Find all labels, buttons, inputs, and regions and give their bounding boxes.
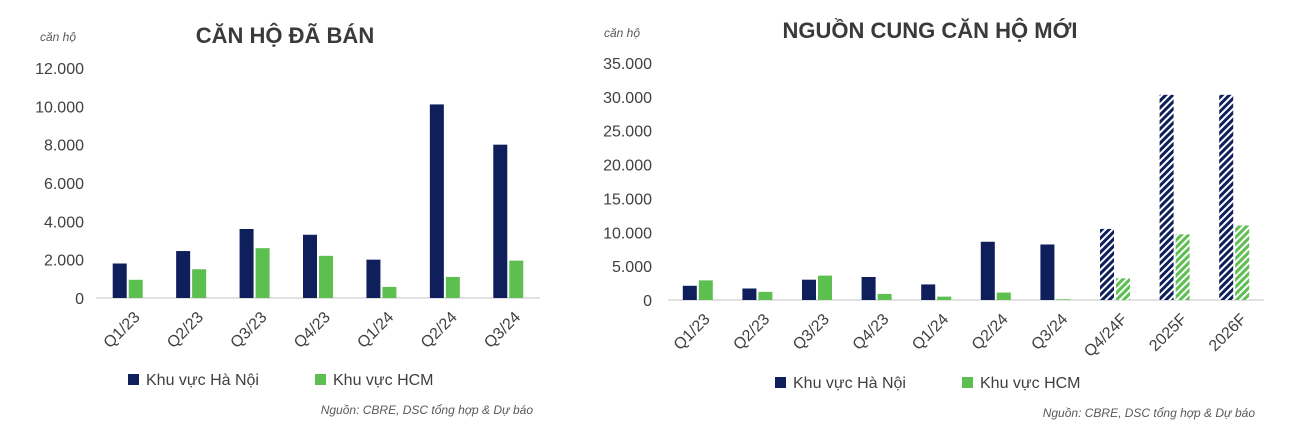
x-tick-label: Q4/23	[291, 309, 334, 352]
bar-hcm-2026f	[1235, 225, 1250, 300]
bar-hanoi-q2-23	[742, 288, 757, 300]
bar-hcm-q2-24	[445, 276, 460, 298]
x-tick-label: 2025F	[1146, 311, 1190, 355]
x-tick-label: Q4/24F	[1081, 311, 1131, 361]
y-tick-label: 30.000	[603, 90, 652, 107]
bar-hanoi-q1-23	[682, 285, 697, 300]
bar-hanoi-q3-24	[1040, 244, 1055, 300]
bar-hanoi-q2-24	[980, 241, 995, 300]
chart-sold-apartments: CĂN HỘ ĐÃ BÁN căn hộ 0 2.000 4.000 6.000 8.0…	[35, 23, 540, 417]
bar-hanoi-q3-23	[239, 229, 254, 298]
x-tick-label: Q2/23	[730, 311, 773, 354]
y-tick-label: 5.000	[612, 259, 652, 276]
y-tick-label: 0	[75, 291, 84, 308]
legend: Khu vực Hà Nội Khu vực HCM	[775, 375, 1081, 392]
bar-hcm-q2-23	[192, 269, 207, 298]
bar-hcm-2025f	[1175, 234, 1190, 300]
y-tick-label: 0	[643, 293, 652, 310]
y-unit-label: căn hộ	[604, 26, 640, 40]
x-tick-label: Q2/24	[969, 311, 1012, 354]
bar-hanoi-2025f	[1159, 94, 1174, 300]
y-unit-label: căn hộ	[40, 30, 76, 44]
bar-hcm-q1-23	[128, 279, 143, 298]
y-tick-label: 20.000	[603, 158, 652, 175]
x-tick-label: Q1/23	[101, 309, 144, 352]
x-tick-label: Q3/23	[228, 309, 271, 352]
bar-hcm-q3-23	[818, 275, 832, 300]
y-tick-label: 10.000	[35, 99, 84, 116]
y-tick-label: 2.000	[44, 253, 84, 270]
bar-hanoi-q4-23	[303, 234, 317, 298]
y-tick-label: 4.000	[44, 214, 84, 231]
y-tick-label: 25.000	[603, 124, 652, 141]
x-tick-label: Q1/24	[909, 311, 952, 354]
bar-hanoi-q2-24	[429, 104, 444, 299]
bar-hcm-q1-23	[698, 280, 713, 300]
chart-title: CĂN HỘ ĐÃ BÁN	[196, 23, 374, 48]
bar-hcm-q1-24	[937, 296, 952, 300]
y-tick-label: 6.000	[44, 176, 84, 193]
source-note: Nguồn: CBRE, DSC tổng hợp & Dự báo	[1043, 406, 1256, 420]
x-tick-label: Q4/23	[850, 311, 893, 354]
bar-hanoi-q3-24	[493, 144, 508, 298]
bar-hcm-q3-24	[509, 260, 524, 298]
y-tick-label: 35.000	[603, 56, 652, 73]
bar-hcm-q4-23	[877, 293, 892, 300]
x-tick-label: Q1/23	[671, 311, 714, 354]
bar-hcm-q2-23	[758, 291, 773, 300]
legend-label-hcm: Khu vực HCM	[980, 375, 1081, 392]
bar-hanoi-q1-23	[112, 263, 127, 298]
bar-hanoi-q4-24f	[1100, 228, 1114, 300]
x-tick-label: Q2/24	[418, 309, 461, 352]
bar-hcm-q3-24	[1056, 299, 1071, 300]
y-tick-label: 12.000	[35, 61, 84, 78]
y-tick-label: 15.000	[603, 191, 652, 208]
legend-swatch-hcm	[962, 377, 973, 388]
x-tick-label: Q2/23	[164, 309, 207, 352]
legend-label-hcm: Khu vực HCM	[333, 372, 434, 389]
legend-swatch-hanoi	[128, 374, 139, 385]
bar-hanoi-q1-24	[921, 284, 936, 300]
bar-hanoi-q3-23	[802, 279, 816, 300]
bar-hcm-q1-24	[382, 286, 397, 298]
bar-hcm-q2-24	[996, 292, 1011, 300]
bar-hanoi-q1-24	[366, 259, 381, 298]
bar-hcm-q3-23	[255, 248, 270, 298]
bar-hcm-q4-23	[319, 255, 333, 298]
x-tick-label: Q1/24	[354, 309, 397, 352]
chart-title: NGUỒN CUNG CĂN HỘ MỚI	[783, 18, 1078, 43]
bar-hcm-q4-24f	[1116, 278, 1130, 300]
x-tick-label: Q3/23	[790, 311, 833, 354]
x-tick-label: 2026F	[1206, 311, 1250, 355]
legend-label-hanoi: Khu vực Hà Nội	[146, 372, 259, 389]
y-tick-label: 10.000	[603, 225, 652, 242]
y-tick-label: 8.000	[44, 138, 84, 155]
x-tick-label: Q3/24	[481, 309, 524, 352]
legend-swatch-hanoi	[775, 377, 786, 388]
chart-new-supply: NGUỒN CUNG CĂN HỘ MỚI căn hộ 0 5.000 10.00…	[603, 18, 1264, 420]
legend-label-hanoi: Khu vực Hà Nội	[793, 375, 906, 392]
bar-hanoi-q4-23	[861, 276, 876, 300]
source-note: Nguồn: CBRE, DSC tổng hợp & Dự báo	[321, 403, 534, 417]
bar-hanoi-2026f	[1219, 94, 1234, 300]
bar-hanoi-q2-23	[176, 251, 191, 298]
x-tick-label: Q3/24	[1028, 311, 1071, 354]
legend-swatch-hcm	[315, 374, 326, 385]
legend: Khu vực Hà Nội Khu vực HCM	[128, 372, 434, 389]
